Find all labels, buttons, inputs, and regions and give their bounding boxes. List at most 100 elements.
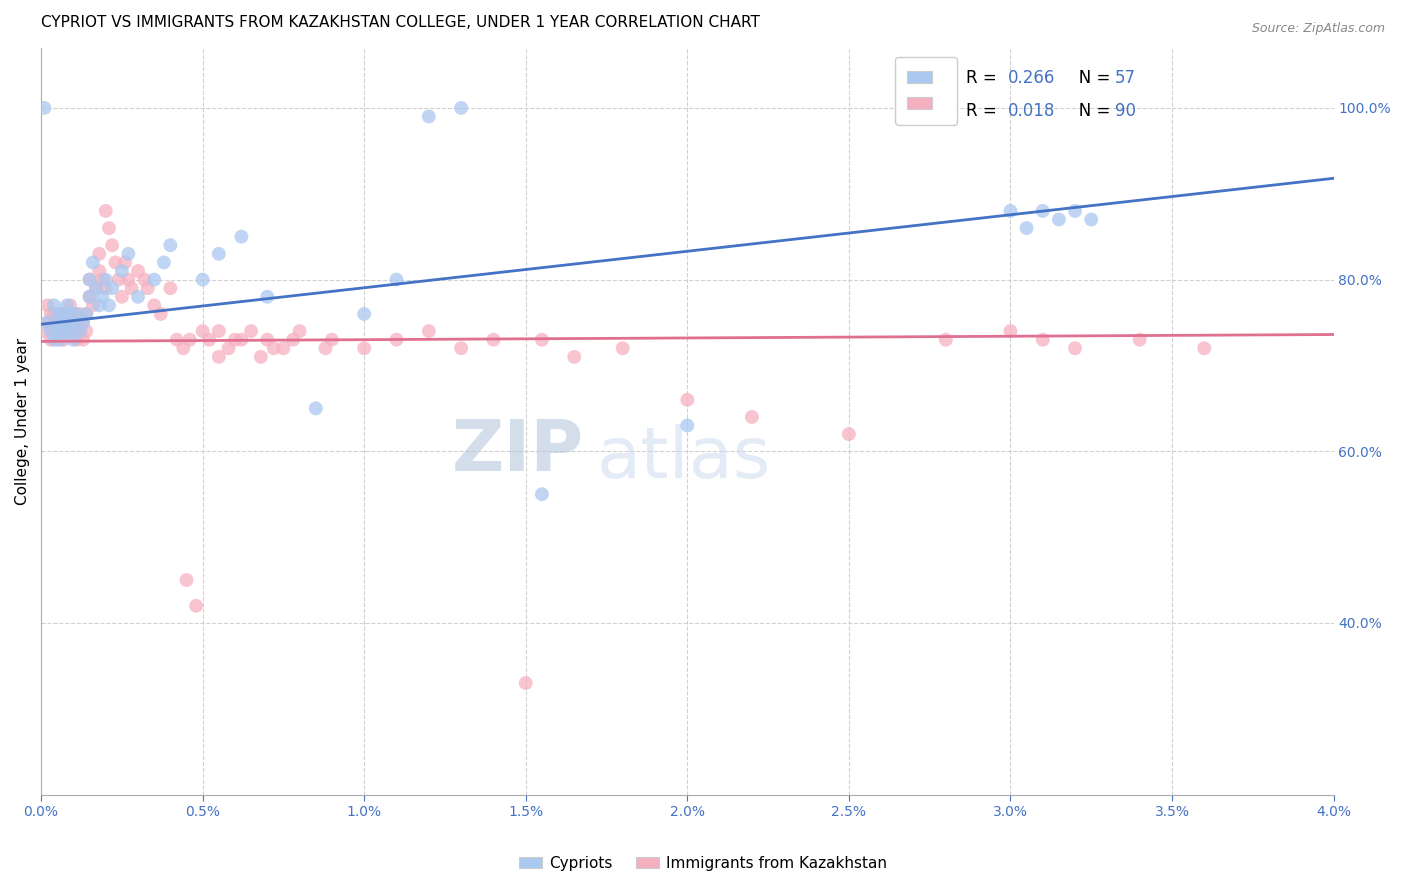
Point — [208, 350, 231, 364]
Point — [39, 307, 62, 321]
Point — [49, 324, 72, 338]
Point — [75, 324, 97, 338]
Point — [159, 238, 181, 252]
Legend: , : , — [896, 57, 957, 125]
Point — [321, 333, 343, 347]
Point — [143, 272, 166, 286]
Point — [42, 324, 65, 338]
Point — [72, 316, 94, 330]
Point — [224, 333, 246, 347]
Point — [676, 392, 699, 407]
Point — [42, 298, 65, 312]
Point — [179, 333, 201, 347]
Point — [62, 307, 84, 321]
Point — [418, 110, 440, 124]
Point — [94, 203, 117, 218]
Point — [153, 255, 176, 269]
Point — [49, 333, 72, 347]
Point — [91, 272, 114, 286]
Point — [66, 333, 89, 347]
Point — [75, 307, 97, 321]
Point — [127, 264, 149, 278]
Point — [97, 298, 120, 312]
Point — [69, 324, 91, 338]
Point — [91, 290, 114, 304]
Point — [101, 281, 124, 295]
Point — [79, 272, 101, 286]
Text: R =: R = — [966, 103, 1002, 120]
Point — [149, 307, 172, 321]
Point — [176, 573, 198, 587]
Point — [49, 316, 72, 330]
Point — [208, 247, 231, 261]
Point — [450, 101, 472, 115]
Point — [39, 324, 62, 338]
Point — [127, 290, 149, 304]
Text: CYPRIOT VS IMMIGRANTS FROM KAZAKHSTAN COLLEGE, UNDER 1 YEAR CORRELATION CHART: CYPRIOT VS IMMIGRANTS FROM KAZAKHSTAN CO… — [41, 15, 761, 30]
Text: N =: N = — [1063, 69, 1116, 87]
Point — [82, 298, 104, 312]
Point — [1080, 212, 1102, 227]
Text: 0.266: 0.266 — [1008, 69, 1054, 87]
Point — [46, 333, 69, 347]
Point — [56, 316, 79, 330]
Point — [52, 333, 75, 347]
Point — [42, 307, 65, 321]
Point — [62, 324, 84, 338]
Point — [208, 324, 231, 338]
Point — [191, 324, 214, 338]
Point — [121, 281, 143, 295]
Point — [111, 264, 134, 278]
Point — [385, 333, 408, 347]
Point — [89, 298, 111, 312]
Point — [52, 316, 75, 330]
Point — [353, 307, 375, 321]
Point — [134, 272, 156, 286]
Point — [69, 307, 91, 321]
Point — [34, 101, 56, 115]
Point — [69, 324, 91, 338]
Point — [111, 290, 134, 304]
Point — [314, 341, 336, 355]
Point — [676, 418, 699, 433]
Point — [1032, 333, 1054, 347]
Point — [1064, 341, 1087, 355]
Point — [256, 333, 278, 347]
Point — [59, 307, 82, 321]
Point — [89, 247, 111, 261]
Point — [741, 409, 763, 424]
Text: R =: R = — [966, 69, 1002, 87]
Point — [56, 324, 79, 338]
Point — [62, 316, 84, 330]
Point — [1194, 341, 1216, 355]
Text: atlas: atlas — [596, 424, 772, 493]
Legend: Cypriots, Immigrants from Kazakhstan: Cypriots, Immigrants from Kazakhstan — [513, 850, 893, 877]
Point — [305, 401, 328, 416]
Point — [288, 324, 311, 338]
Text: 0.018: 0.018 — [1008, 103, 1054, 120]
Point — [530, 333, 553, 347]
Point — [172, 341, 194, 355]
Point — [1015, 221, 1038, 235]
Point — [1129, 333, 1152, 347]
Point — [166, 333, 188, 347]
Point — [450, 341, 472, 355]
Point — [89, 264, 111, 278]
Point — [418, 324, 440, 338]
Point — [72, 333, 94, 347]
Point — [231, 229, 253, 244]
Point — [256, 290, 278, 304]
Point — [46, 307, 69, 321]
Point — [281, 333, 304, 347]
Text: ZIP: ZIP — [451, 417, 583, 485]
Point — [39, 333, 62, 347]
Point — [838, 427, 860, 442]
Point — [935, 333, 957, 347]
Point — [482, 333, 505, 347]
Point — [59, 316, 82, 330]
Point — [75, 307, 97, 321]
Point — [1047, 212, 1070, 227]
Point — [56, 298, 79, 312]
Point — [72, 316, 94, 330]
Point — [114, 255, 136, 269]
